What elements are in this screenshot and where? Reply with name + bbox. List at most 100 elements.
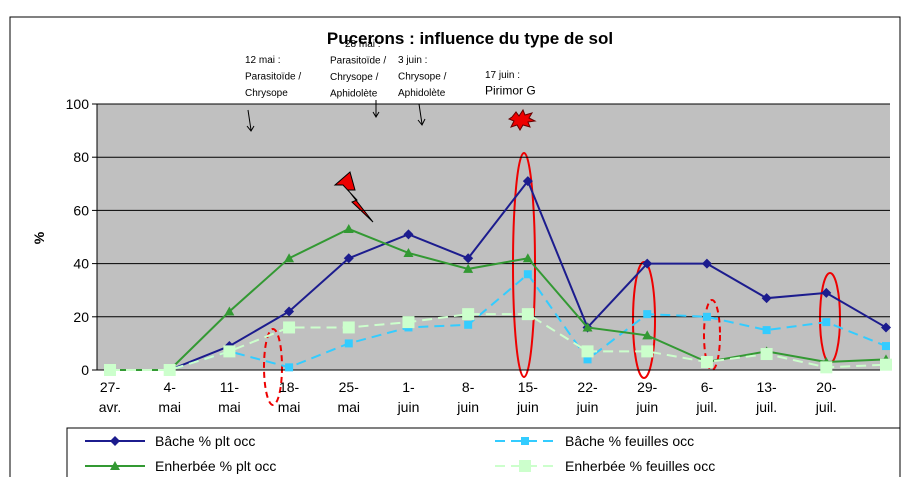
plot-area [97,104,890,370]
x-tick-label: 6-juil. [695,379,717,415]
legend-marker [519,460,531,472]
legend-label: Bâche % feuilles occ [565,433,694,449]
y-tick-label: 40 [73,256,89,272]
marker [702,312,711,321]
marker [522,176,533,187]
arrow [372,100,380,118]
legend-marker [110,436,120,446]
highlight-ellipse [703,299,721,371]
marker [582,322,593,332]
x-tick-label: 27-avr. [99,379,122,415]
marker [643,310,652,319]
x-tick-label: 1-juin [397,379,420,415]
annotation: Aphidolète [330,89,378,100]
marker [881,322,891,333]
marker [522,253,533,263]
annotation: Aphidolète [398,88,446,99]
marker [463,253,474,264]
annotation: 12 mai : [245,55,281,66]
x-tick-label: 25-mai [337,379,360,415]
x-tick-label: 13-juil. [755,379,777,415]
annotation: Parasitoïde / [330,56,386,67]
chart-title: Pucerons : influence du type de sol [327,29,613,48]
marker [224,306,235,316]
x-tick-label: 20-juil. [815,379,837,415]
legend-marker [110,461,120,470]
marker [581,345,594,358]
x-tick-label: 8-juin [456,379,479,415]
marker [880,358,892,371]
marker [642,330,653,340]
legend-label: Enherbée % plt occ [155,458,276,474]
y-tick-label: 0 [81,362,89,378]
annotation: 17 juin : [485,70,520,81]
legend-label: Enherbée % feuilles occ [565,458,715,474]
marker [882,342,890,351]
marker [822,318,831,327]
marker [464,320,473,329]
annotation: Chrysope [245,88,288,99]
x-tick-label: 18-mai [278,379,301,415]
marker [762,326,771,335]
marker [463,263,474,273]
marker [342,321,355,334]
arrow [417,103,426,126]
series [104,308,892,376]
legend [66,427,901,477]
marker [285,363,294,372]
y-tick-label: 60 [73,202,89,218]
marker [402,316,415,329]
x-tick-label: 22-juin [576,379,599,415]
marker [223,345,236,358]
y-tick-label: 100 [66,96,90,112]
y-tick-label: 20 [73,309,89,325]
marker [462,308,475,321]
decorations [246,100,841,406]
explosion [507,108,537,131]
series-line [110,313,887,371]
annotation: Chrysope / [398,72,447,83]
highlight-ellipse [263,328,283,406]
annotation: Chrysope / [330,72,379,83]
annotation: 3 juin : [398,55,427,66]
marker [403,229,414,240]
x-tick-label: 15-juin [516,379,539,415]
legend-label: Bâche % plt occ [155,433,255,449]
marker [583,355,592,364]
marker [642,258,653,269]
annotation: Pirimor G [485,84,536,98]
marker [523,270,532,279]
marker [284,306,295,317]
marker [761,293,772,304]
y-axis-label: % [31,231,47,244]
marker [104,364,116,376]
marker [343,224,354,234]
marker [760,348,773,361]
series-line [110,179,887,371]
marker [701,258,712,269]
marker [820,361,833,374]
lightning [333,171,374,223]
y-tick-label: 80 [73,149,89,165]
x-tick-label: 4-mai [158,379,181,415]
marker [163,364,176,376]
x-tick-label: 29-juin [635,379,658,415]
legend-marker [521,437,529,445]
series [105,176,891,375]
x-tick-label: 11-mai [218,379,241,415]
marker [821,287,832,298]
marker [521,308,534,321]
series-line [110,227,887,371]
marker [344,339,353,348]
marker [343,253,354,264]
marker [284,253,295,263]
annotation: Parasitoïde / [245,72,301,83]
marker [641,345,654,358]
marker [700,356,713,369]
marker [283,321,296,334]
arrow [246,109,255,132]
marker [403,247,414,257]
series-line [110,272,887,371]
annotation: 28 mai : [345,39,381,50]
